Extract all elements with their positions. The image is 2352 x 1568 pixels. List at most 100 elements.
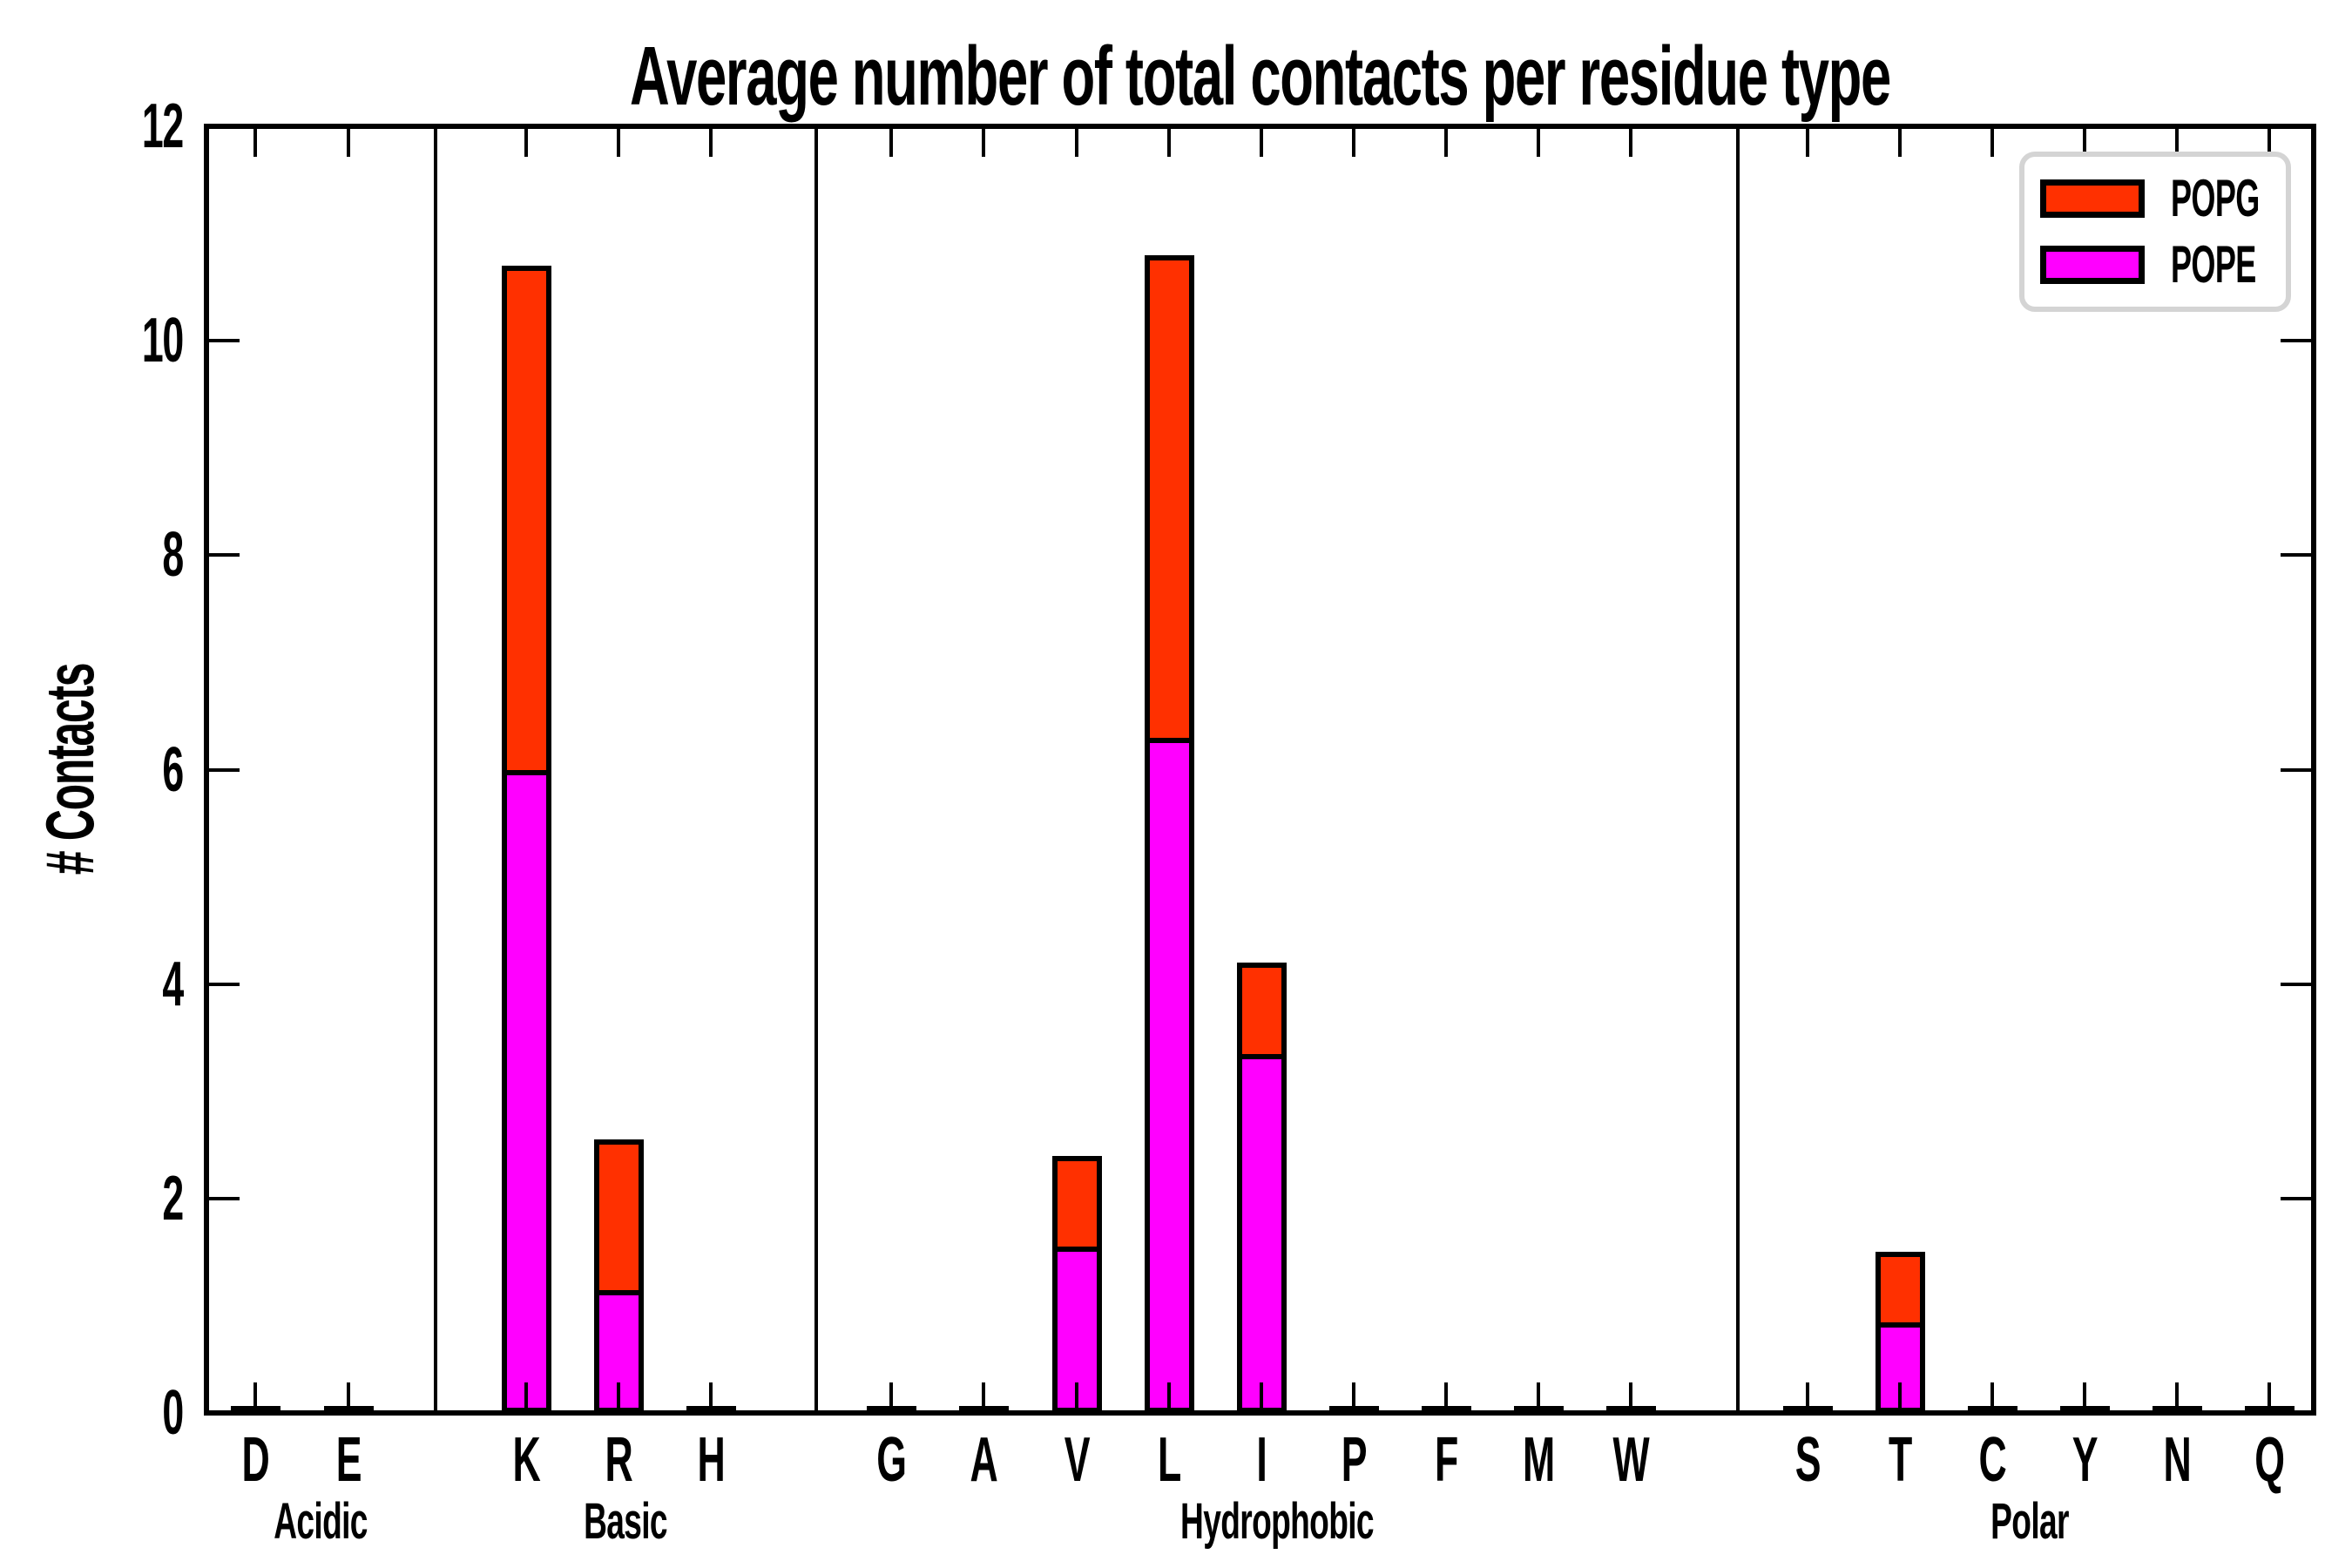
x-tick-label-F: F [1434, 1425, 1458, 1495]
x-tick-top-N [2175, 129, 2179, 157]
panel-divider-0 [434, 126, 437, 1413]
bar-R-popg [594, 1139, 644, 1295]
x-tick-top-S [1806, 129, 1809, 157]
y-tick-left-8 [209, 553, 240, 558]
x-tick-label-V: V [1064, 1425, 1091, 1495]
x-tick-label-T: T [1888, 1425, 1912, 1495]
x-tick-bottom-E [347, 1382, 350, 1410]
y-tick-left-6 [209, 767, 240, 772]
y-tick-label-0: 0 [162, 1378, 184, 1448]
y-tick-label-8: 8 [162, 520, 184, 591]
panel-divider-2 [1736, 126, 1740, 1413]
bar-L-pope [1145, 742, 1194, 1413]
x-tick-label-S: S [1794, 1425, 1821, 1495]
x-tick-bottom-R [617, 1382, 620, 1410]
x-tick-top-P [1352, 129, 1355, 157]
x-tick-top-R [617, 129, 620, 157]
x-tick-top-Y [2083, 129, 2086, 157]
bar-T-popg [1876, 1252, 1925, 1328]
y-tick-right-10 [2281, 339, 2311, 343]
x-tick-top-W [1629, 129, 1632, 157]
x-tick-label-Y: Y [2072, 1425, 2099, 1495]
y-tick-left-10 [209, 339, 240, 343]
bar-K-pope [502, 774, 551, 1413]
x-tick-top-I [1260, 129, 1263, 157]
x-tick-label-G: G [876, 1425, 907, 1495]
x-tick-bottom-V [1075, 1382, 1078, 1410]
x-tick-top-G [889, 129, 893, 157]
y-tick-left-2 [209, 1196, 240, 1200]
x-tick-top-L [1167, 129, 1171, 157]
y-tick-label-10: 10 [141, 306, 184, 376]
x-tick-label-D: D [241, 1425, 270, 1495]
x-tick-top-Q [2268, 129, 2271, 157]
x-tick-label-Q: Q [2254, 1425, 2285, 1495]
legend: POPG POPE [2019, 152, 2291, 312]
x-tick-top-T [1898, 129, 1902, 157]
y-tick-right-8 [2281, 553, 2311, 558]
legend-label-pope: POPE [2171, 235, 2256, 294]
x-tick-top-M [1537, 129, 1540, 157]
group-label-acidic: Acidic [274, 1493, 368, 1550]
y-tick-right-2 [2281, 1196, 2311, 1200]
x-tick-bottom-A [982, 1382, 985, 1410]
bar-V-popg [1052, 1155, 1102, 1253]
x-tick-label-H: H [697, 1425, 726, 1495]
bar-I-pope [1237, 1058, 1287, 1413]
x-tick-label-E: E [335, 1425, 362, 1495]
x-tick-bottom-G [889, 1382, 893, 1410]
x-tick-top-D [253, 129, 257, 157]
panel-divider-1 [814, 126, 818, 1413]
x-tick-label-W: W [1612, 1425, 1650, 1495]
y-tick-label-6: 6 [162, 734, 184, 805]
x-tick-bottom-Y [2083, 1382, 2086, 1410]
x-tick-bottom-I [1260, 1382, 1263, 1410]
x-tick-label-C: C [1978, 1425, 2007, 1495]
x-tick-label-A: A [970, 1425, 998, 1495]
x-tick-bottom-C [1990, 1382, 1994, 1410]
group-label-hydrophobic: Hydrophobic [1180, 1493, 1375, 1550]
x-tick-bottom-L [1167, 1382, 1171, 1410]
y-tick-label-4: 4 [162, 949, 184, 1019]
y-tick-label-12: 12 [141, 91, 184, 161]
plot-frame [204, 124, 2316, 1416]
y-tick-left-4 [209, 982, 240, 986]
group-label-basic: Basic [584, 1493, 667, 1550]
bar-L-popg [1145, 254, 1194, 743]
x-tick-label-N: N [2163, 1425, 2192, 1495]
y-tick-right-6 [2281, 767, 2311, 772]
y-tick-right-4 [2281, 982, 2311, 986]
y-tick-label-2: 2 [162, 1163, 184, 1233]
x-tick-top-A [982, 129, 985, 157]
x-tick-bottom-K [524, 1382, 528, 1410]
pope-swatch-icon [2040, 246, 2145, 284]
x-tick-bottom-P [1352, 1382, 1355, 1410]
bar-K-popg [502, 266, 551, 775]
x-tick-bottom-S [1806, 1382, 1809, 1410]
legend-entry-pope: POPE [2024, 239, 2286, 291]
x-tick-top-C [1990, 129, 1994, 157]
x-tick-bottom-F [1444, 1382, 1448, 1410]
legend-entry-popg: POPG [2024, 172, 2286, 225]
x-tick-label-M: M [1523, 1425, 1555, 1495]
x-tick-bottom-N [2175, 1382, 2179, 1410]
x-tick-label-K: K [512, 1425, 541, 1495]
x-tick-bottom-Q [2268, 1382, 2271, 1410]
x-tick-top-V [1075, 129, 1078, 157]
popg-swatch-icon [2040, 179, 2145, 218]
bar-R-pope [594, 1294, 644, 1413]
x-tick-bottom-D [253, 1382, 257, 1410]
x-tick-top-H [709, 129, 713, 157]
legend-label-popg: POPG [2171, 169, 2260, 227]
x-tick-label-R: R [605, 1425, 633, 1495]
x-tick-label-P: P [1341, 1425, 1368, 1495]
bar-I-popg [1237, 963, 1287, 1059]
group-label-polar: Polar [1990, 1493, 2069, 1550]
x-tick-top-K [524, 129, 528, 157]
x-tick-bottom-M [1537, 1382, 1540, 1410]
x-tick-bottom-H [709, 1382, 713, 1410]
x-tick-bottom-T [1898, 1382, 1902, 1410]
x-tick-label-L: L [1157, 1425, 1181, 1495]
y-axis-label: # Contacts [31, 663, 108, 875]
